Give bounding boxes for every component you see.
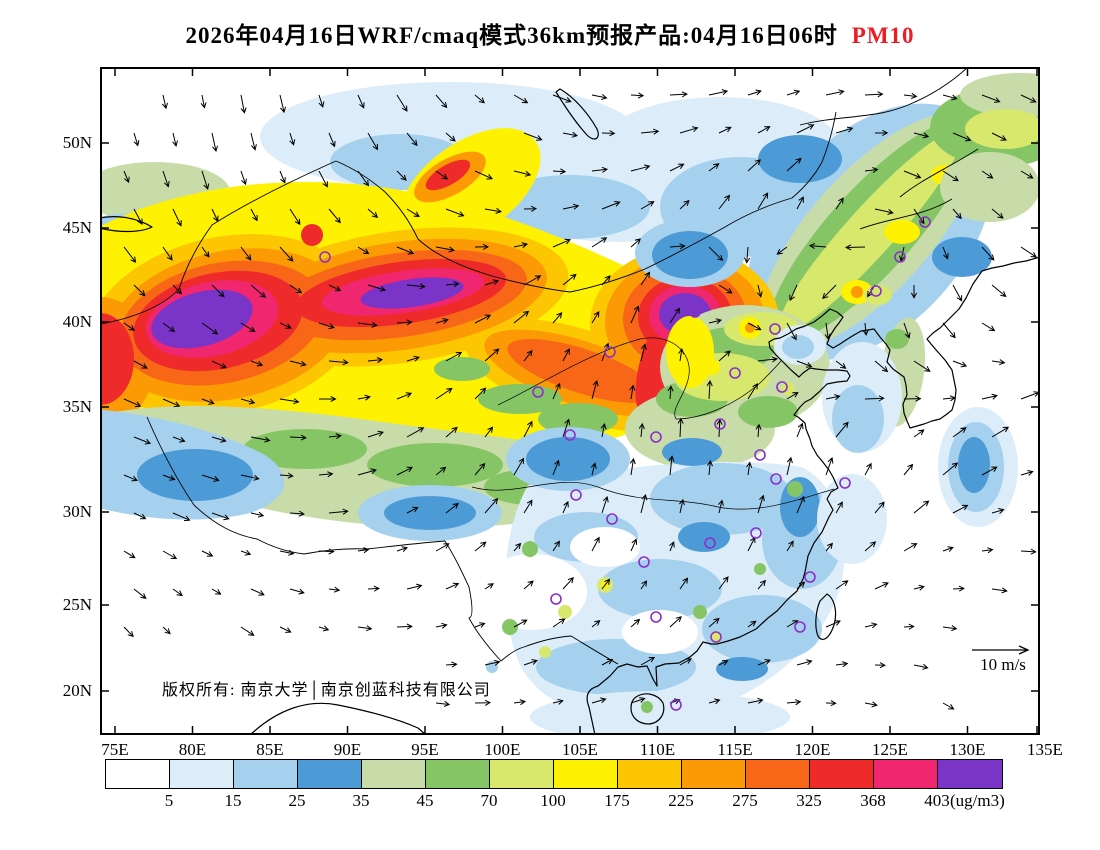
station-marker [919,216,931,228]
station-marker [710,631,722,643]
lon-tick-90E: 90E [333,740,362,759]
station-marker [532,386,544,398]
station-marker [839,477,851,489]
wind-reference-label: 10 m/s [980,655,1026,674]
map-frame [100,67,1040,735]
species-label: PM10 [851,23,915,48]
colorbar-cell-8 [618,760,682,788]
station-marker [750,527,762,539]
station-marker [689,306,701,318]
colorbar-cell-10 [746,760,810,788]
station-marker [638,556,650,568]
colorbar [105,759,1003,789]
coastlines [100,88,1040,735]
station-marker [769,323,781,335]
lon-tick-110E: 110E [639,740,676,759]
map-area [100,67,1040,735]
station-marker [319,251,331,263]
station-marker [729,367,741,379]
station-marker [794,621,806,633]
lon-tick-135E: 135E [1027,740,1063,759]
station-marker [714,418,726,430]
lat-tick-45N: 45N [62,218,92,237]
copyright-text: 版权所有: 南京大学│南京创蓝科技有限公司 [162,682,491,699]
lat-tick-30N: 30N [62,502,92,521]
contour-field [100,73,1040,735]
colorbar-tick-25: 25 [288,791,306,810]
colorbar-cell-13 [938,760,1002,788]
station-marker [650,611,662,623]
station-marker [570,489,582,501]
lon-tick-75E: 75E [101,740,129,759]
station-marker [670,699,682,711]
colorbar-tick-100: 100 [540,791,566,810]
station-marker [804,571,816,583]
lat-tick-25N: 25N [62,595,92,614]
lon-tick-120E: 120E [794,740,831,759]
colorbar-cell-12 [874,760,938,788]
colorbar-cell-5 [426,760,490,788]
colorbar-tick-70: 70 [480,791,498,810]
rivers [471,337,835,510]
lat-tick-40N: 40N [62,312,92,331]
colorbar-tick-275: 275 [732,791,758,810]
plot-title-text: 2026年04月16日WRF/cmaq模式36km预报产品:04月16日06时 [185,23,838,48]
lat-tick-35N: 35N [62,397,92,416]
lon-tick-85E: 85E [256,740,284,759]
colorbar-tick-35: 35 [352,791,370,810]
colorbar-cell-6 [490,760,554,788]
station-marker [704,537,716,549]
colorbar-tick-45: 45 [416,791,434,810]
station-marker [550,593,562,605]
station-marker [754,449,766,461]
pm10-contour-map [100,67,1040,735]
axis-ticks [100,67,1040,735]
colorbar-tick-15: 15 [224,791,242,810]
colorbar-tick-225: 225 [668,791,694,810]
lon-tick-100E: 100E [484,740,521,759]
country-borders [100,67,979,665]
colorbar-tick-175: 175 [604,791,630,810]
wind-reference-arrow [972,645,1030,655]
lon-tick-130E: 130E [949,740,986,759]
wind-vectors [123,89,1040,710]
colorbar-cell-1 [170,760,234,788]
colorbar-cell-11 [810,760,874,788]
colorbar-tick-325: 325 [796,791,822,810]
colorbar-tick-5: 5 [164,791,174,810]
colorbar-cell-3 [298,760,362,788]
colorbar-cell-0 [106,760,170,788]
colorbar-cell-7 [554,760,618,788]
station-markers [319,216,931,711]
station-marker [894,251,906,263]
colorbar-tick-403: 403 [924,791,950,810]
station-marker [606,513,618,525]
colorbar-unit: (ug/m3) [950,791,1005,810]
colorbar-tick-368: 368 [860,791,886,810]
colorbar-cell-2 [234,760,298,788]
colorbar-cell-4 [362,760,426,788]
station-marker [870,285,882,297]
station-marker [564,429,576,441]
colorbar-cell-9 [682,760,746,788]
lat-tick-50N: 50N [62,133,92,152]
lon-tick-95E: 95E [411,740,439,759]
lon-tick-115E: 115E [717,740,753,759]
station-marker [776,381,788,393]
lon-tick-105E: 105E [562,740,598,759]
lon-tick-80E: 80E [178,740,207,759]
station-marker [604,346,616,358]
plot-title: 2026年04月16日WRF/cmaq模式36km预报产品:04月16日06时 P… [0,16,1100,50]
lon-tick-125E: 125E [872,740,908,759]
lat-tick-20N: 20N [62,681,92,700]
station-marker [650,431,662,443]
station-marker [770,473,782,485]
